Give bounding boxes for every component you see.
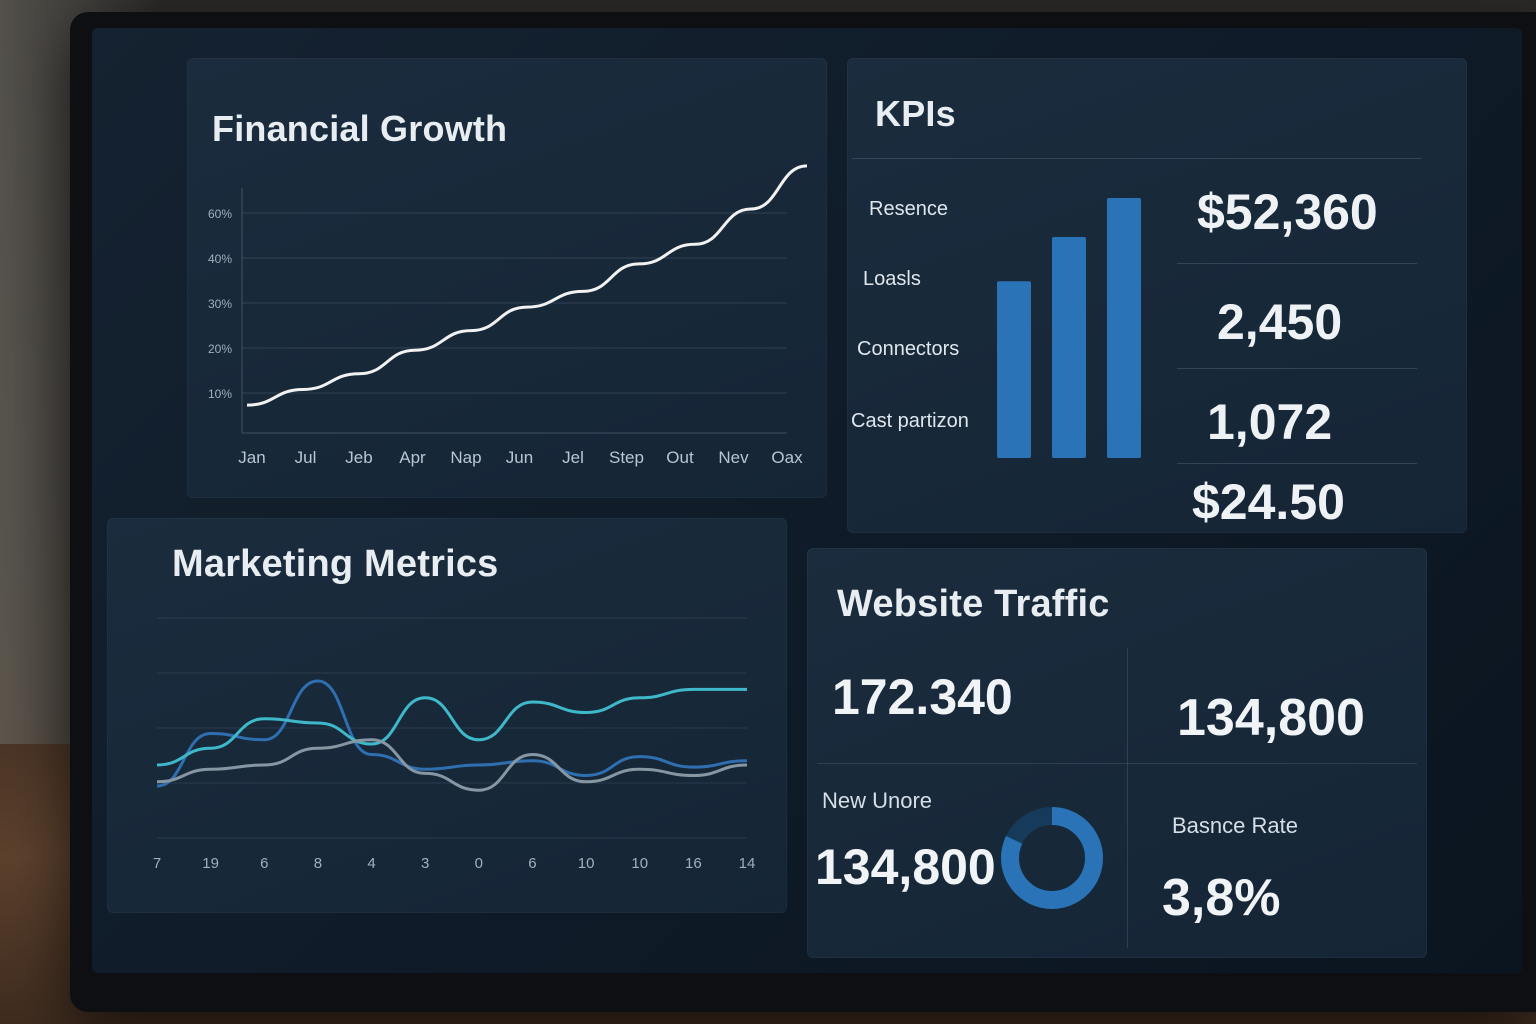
kpi-value-2: 2,450 — [1217, 294, 1343, 350]
bounce-rate-label: Basnce Rate — [1172, 813, 1298, 838]
x-tick-label: 10 — [578, 855, 595, 872]
kpi-value-4: $24.50 — [1192, 474, 1345, 530]
x-tick-label: 19 — [202, 855, 219, 872]
x-tick-label: 6 — [528, 855, 536, 872]
marketing-series-line — [156, 738, 748, 792]
kpi-bar-chart — [997, 198, 1141, 458]
y-tick-label: 40% — [208, 252, 232, 266]
kpis-title: KPIs — [875, 93, 956, 134]
kpis-title-divider — [852, 158, 1422, 159]
financial-growth-line — [246, 164, 808, 407]
x-tick-label: 8 — [314, 855, 322, 872]
x-tick-label: 16 — [685, 855, 702, 872]
x-tick-label: 6 — [260, 855, 268, 872]
kpi-label-loasls: Loasls — [863, 268, 921, 290]
new-users-value: 134,800 — [815, 839, 996, 895]
x-tick-label: Jun — [506, 448, 533, 467]
y-tick-label: 10% — [208, 387, 232, 401]
kpi-label-cast-partizon: Cast partizon — [851, 410, 969, 432]
kpis-panel: KPIs Resence Loasls Connectors Cast part… — [847, 58, 1467, 533]
traffic-vertical-divider — [1127, 648, 1128, 948]
x-tick-label: Step — [609, 448, 644, 467]
x-tick-label: Jel — [562, 448, 584, 467]
financial-growth-title: Financial Growth — [212, 108, 508, 149]
website-traffic-panel: Website Traffic 172.340 134,800 New Unor… — [807, 548, 1427, 958]
kpi-bar — [997, 281, 1031, 458]
x-tick-label: Nev — [718, 448, 749, 467]
x-tick-label: Oax — [771, 448, 803, 467]
new-users-donut-chart — [1001, 807, 1103, 909]
x-tick-label: Nap — [450, 448, 481, 467]
x-tick-label: 7 — [153, 855, 161, 872]
x-tick-label: Out — [666, 448, 694, 467]
kpi-value-divider-1 — [1177, 263, 1417, 264]
marketing-series-line — [156, 687, 747, 767]
kpi-bar — [1107, 198, 1141, 458]
kpi-value-1: $52,360 — [1197, 184, 1378, 240]
marketing-metrics-title: Marketing Metrics — [172, 543, 499, 585]
x-tick-label: 4 — [367, 855, 375, 872]
y-tick-label: 20% — [208, 342, 232, 356]
kpi-value-divider-3 — [1177, 463, 1417, 464]
y-tick-label: 30% — [208, 297, 232, 311]
x-tick-label: Apr — [399, 448, 426, 467]
total-visits-value: 172.340 — [832, 669, 1013, 725]
marketing-metrics-chart: 7 19 6 8 4 3 0 6 10 10 16 14 — [153, 617, 756, 872]
x-tick-label: Jul — [295, 448, 317, 467]
financial-growth-chart: 60% 40% 30% 20% 10% Jan Jul Jeb Apr Nap Jun Jel Step… — [208, 164, 808, 467]
x-tick-label: 14 — [739, 855, 756, 872]
x-tick-label: Jeb — [345, 448, 372, 467]
x-tick-label: Jan — [238, 448, 265, 467]
traffic-horizontal-divider — [817, 763, 1417, 764]
new-users-label: New Unore — [822, 788, 933, 813]
x-tick-label: 10 — [631, 855, 648, 872]
donut-fill — [1001, 807, 1103, 909]
kpi-value-3: 1,072 — [1207, 394, 1333, 450]
financial-growth-panel: Financial Growth 60% 40% 30% 20% 10% Jan Jul Je… — [187, 58, 827, 498]
bounce-rate-value: 3,8% — [1162, 869, 1281, 927]
kpi-value-divider-2 — [1177, 368, 1417, 369]
kpi-label-resence: Resence — [869, 198, 948, 220]
marketing-metrics-panel: Marketing Metrics 7 19 6 8 4 3 0 6 10 10 16 14 — [107, 518, 787, 913]
x-tick-label: 3 — [421, 855, 429, 872]
dashboard-screen: Financial Growth 60% 40% 30% 20% 10% Jan Jul Je… — [92, 28, 1522, 973]
marketing-series-line — [156, 679, 748, 788]
total-visits-right-value: 134,800 — [1177, 689, 1365, 747]
y-tick-label: 60% — [208, 207, 232, 221]
website-traffic-title: Website Traffic — [837, 583, 1110, 625]
kpi-label-connectors: Connectors — [857, 338, 960, 360]
kpi-bar — [1052, 237, 1086, 458]
x-tick-label: 0 — [475, 855, 483, 872]
